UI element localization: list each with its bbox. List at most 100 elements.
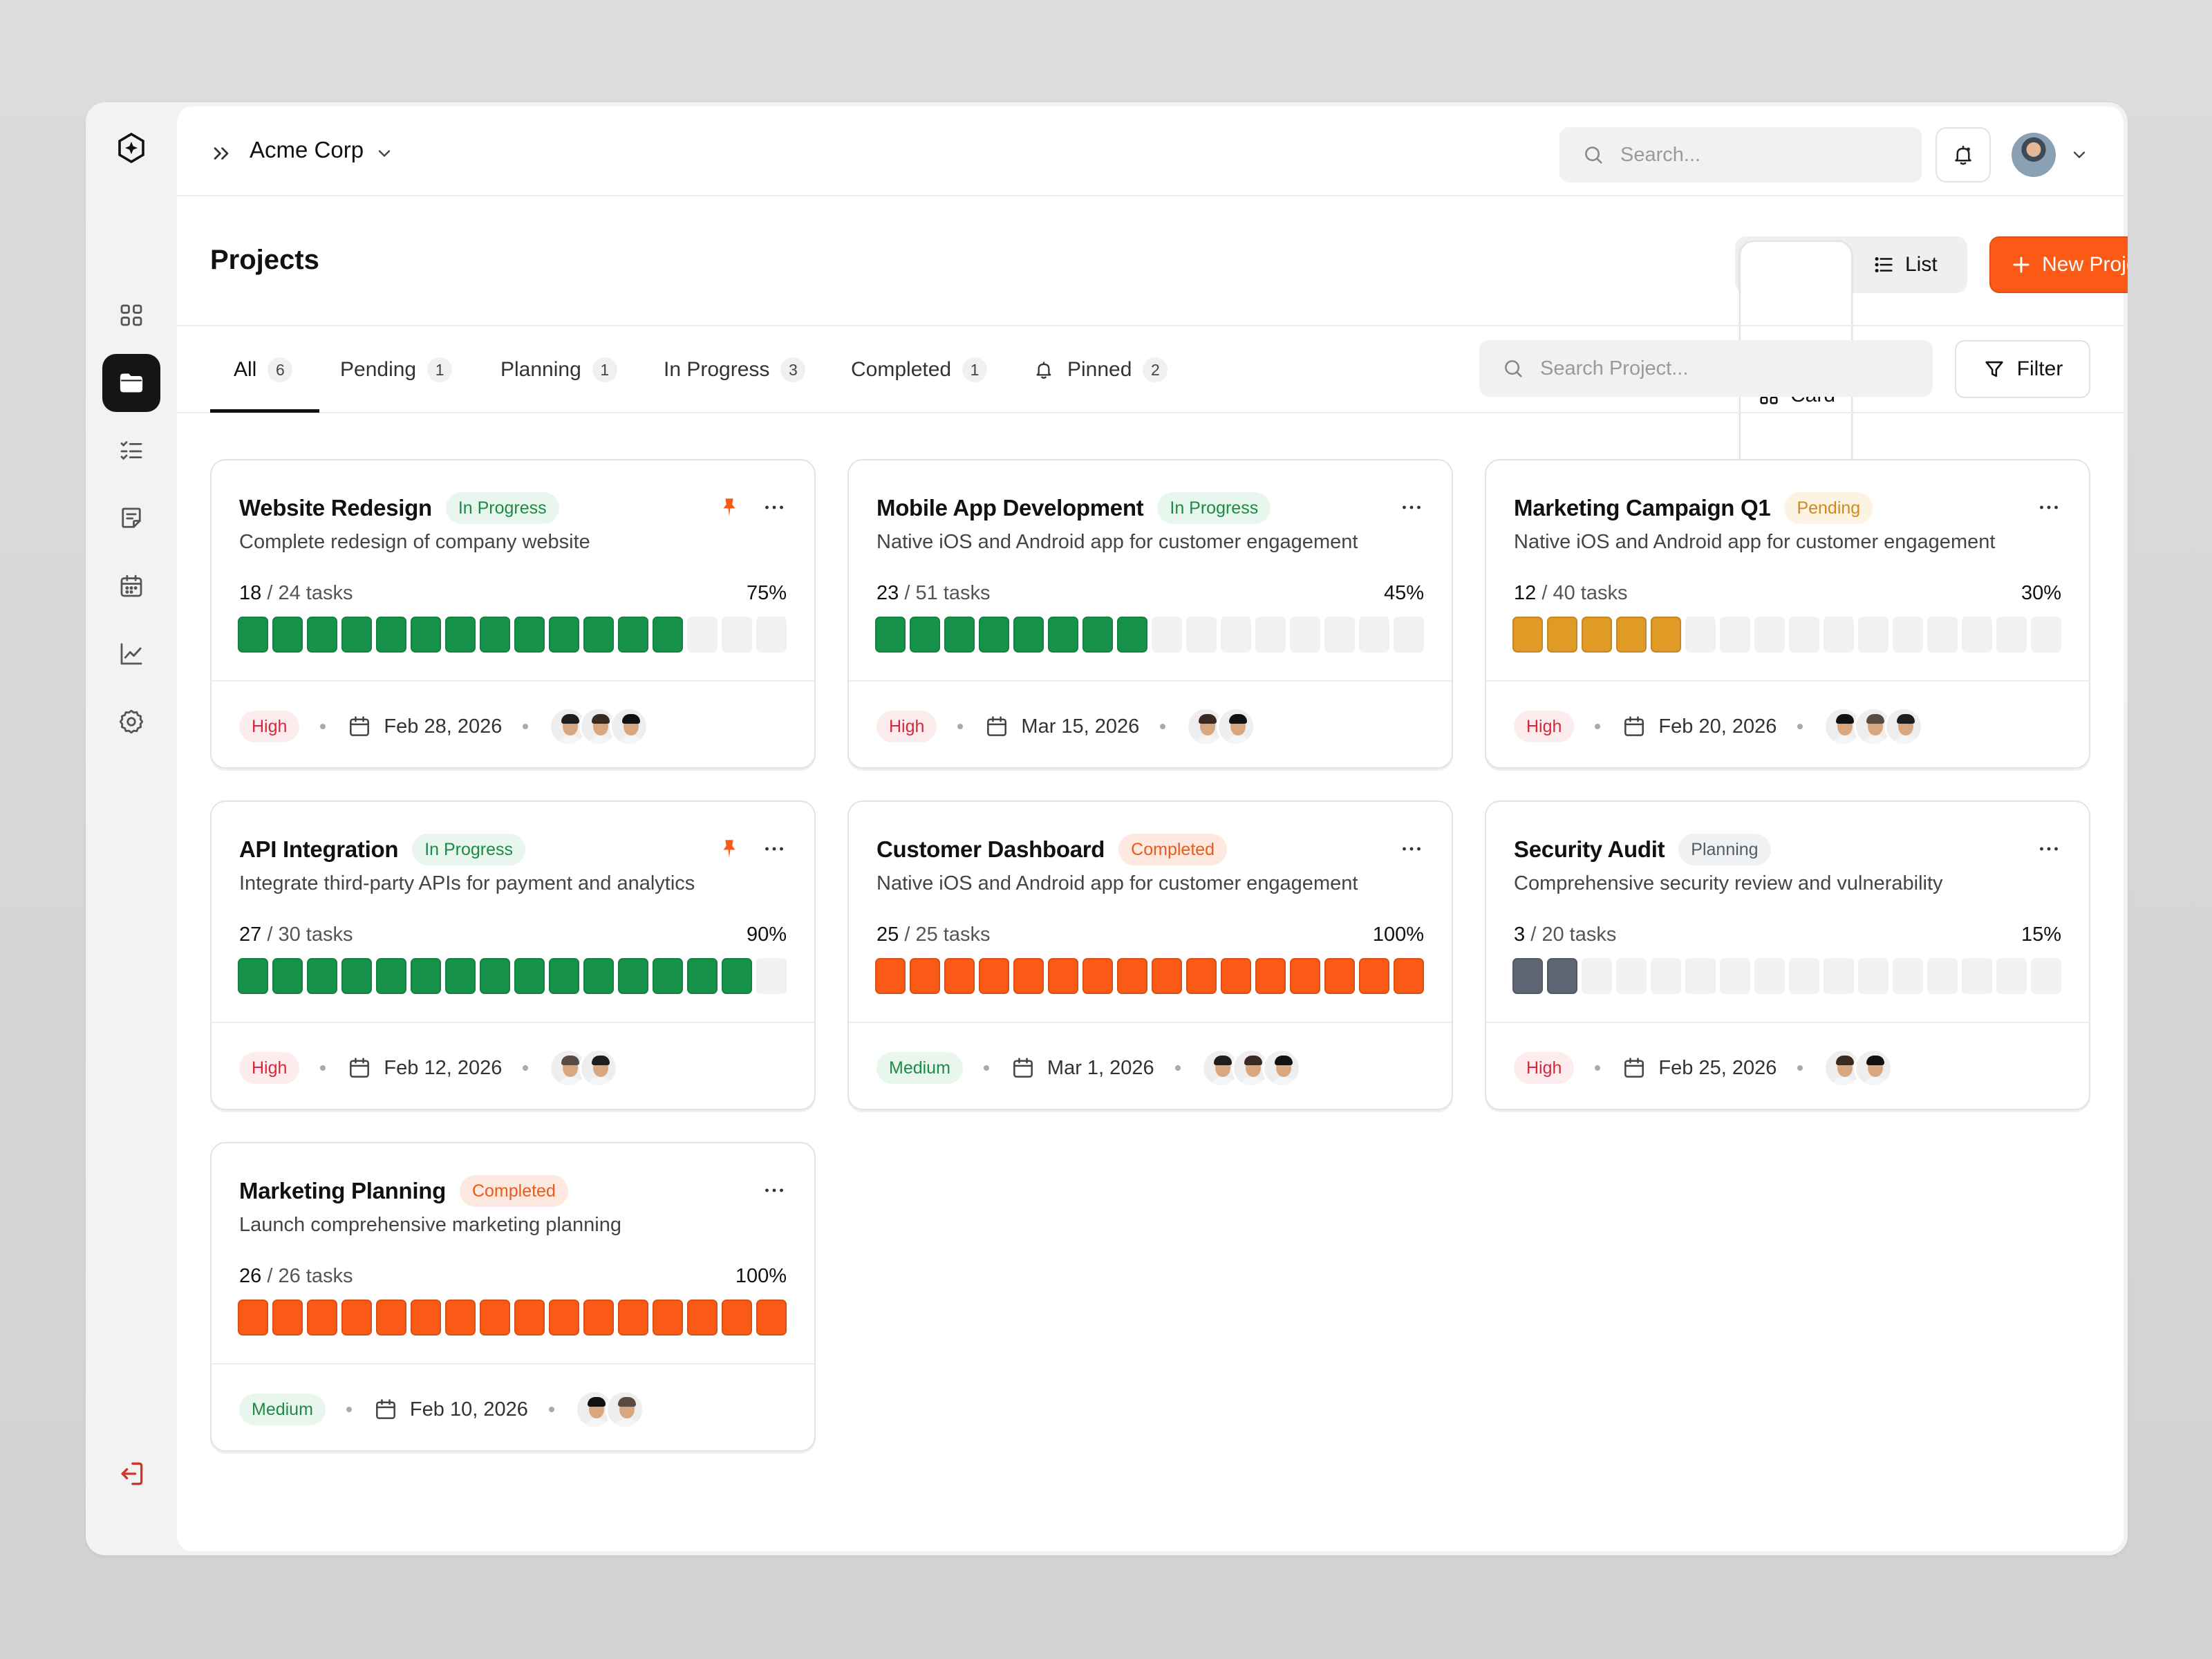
more-options-icon[interactable]	[762, 1178, 787, 1203]
progress-segment	[1651, 958, 1681, 994]
progress-segment	[1324, 617, 1355, 653]
progress-segment	[411, 958, 441, 994]
chevron-down-icon[interactable]	[375, 144, 394, 163]
notifications-button[interactable]	[1936, 127, 1991, 182]
progress-segment	[583, 958, 614, 994]
project-title[interactable]: Website Redesign	[239, 495, 432, 521]
more-options-icon[interactable]	[1399, 836, 1424, 861]
progress-segment	[875, 617, 906, 653]
progress-segment	[1651, 617, 1681, 653]
card-actions	[1399, 836, 1424, 861]
more-options-icon[interactable]	[1399, 495, 1424, 520]
page-title: Projects	[210, 245, 319, 275]
sidebar-item-calendar[interactable]	[102, 557, 160, 615]
global-search[interactable]	[1559, 127, 1922, 182]
calendar-icon	[350, 1058, 370, 1078]
chevron-down-icon[interactable]	[2070, 145, 2089, 165]
tab-label: Planning	[500, 358, 581, 381]
filter-button[interactable]: Filter	[1955, 340, 2090, 398]
view-list-button[interactable]: List	[1859, 241, 1963, 289]
progress-segment	[1616, 958, 1647, 994]
separator-dot	[1797, 1065, 1803, 1071]
progress-segment	[1685, 958, 1716, 994]
project-title[interactable]: Marketing Campaign Q1	[1514, 495, 1771, 521]
more-options-icon[interactable]	[762, 836, 787, 861]
bell-icon	[1036, 362, 1051, 379]
progress-bar	[238, 1300, 789, 1335]
project-search[interactable]	[1479, 340, 1933, 397]
project-title[interactable]: API Integration	[239, 836, 399, 862]
sidebar-item-settings[interactable]	[102, 693, 160, 751]
progress-segment	[1754, 617, 1785, 653]
project-card[interactable]: Website Redesign In Progress Complete re…	[210, 459, 816, 769]
project-card[interactable]: API Integration In Progress Integrate th…	[210, 800, 816, 1110]
tab-all[interactable]: All 6	[234, 326, 293, 413]
member-avatars	[1824, 1049, 1893, 1087]
progress-segment	[583, 617, 614, 653]
member-avatar[interactable]	[1262, 1049, 1301, 1087]
tab-pinned[interactable]: Pinned 2	[1033, 326, 1168, 413]
user-avatar[interactable]	[2012, 133, 2056, 177]
project-card[interactable]: Security Audit Planning Comprehensive se…	[1485, 800, 2090, 1110]
sidebar-item-projects[interactable]	[102, 354, 160, 412]
member-avatar[interactable]	[1884, 707, 1924, 746]
project-title[interactable]: Customer Dashboard	[877, 836, 1105, 862]
project-search-input[interactable]	[1540, 357, 1900, 380]
project-title[interactable]: Marketing Planning	[239, 1178, 446, 1203]
sidebar-item-dashboard[interactable]	[102, 286, 160, 344]
due-date: Mar 15, 2026	[984, 713, 1139, 740]
card-actions	[718, 495, 787, 520]
member-avatar[interactable]	[1217, 707, 1256, 746]
project-card[interactable]: Marketing Planning Completed Launch comp…	[210, 1142, 816, 1452]
sidebar-item-analytics[interactable]	[102, 625, 160, 683]
project-card[interactable]: Mobile App Development In Progress Nativ…	[847, 459, 1453, 769]
calendar-icon	[1624, 716, 1644, 736]
tab-in-progress[interactable]: In Progress 3	[664, 326, 806, 413]
progress-segment	[480, 958, 510, 994]
separator-dot	[320, 1065, 326, 1071]
project-card[interactable]: Customer Dashboard Completed Native iOS …	[847, 800, 1453, 1110]
progress-segment	[1359, 958, 1389, 994]
member-avatars	[1201, 1049, 1301, 1087]
project-title[interactable]: Mobile App Development	[877, 495, 1144, 521]
member-avatar[interactable]	[1854, 1049, 1893, 1087]
member-avatar[interactable]	[605, 1390, 644, 1429]
tab-planning[interactable]: Planning 1	[500, 326, 617, 413]
progress-segment	[1290, 617, 1320, 653]
logo-icon[interactable]	[113, 130, 149, 166]
member-avatar[interactable]	[610, 707, 649, 746]
org-switcher-label[interactable]: Acme Corp	[250, 137, 364, 162]
logout-icon[interactable]	[116, 1459, 147, 1489]
card-divider	[212, 1022, 814, 1023]
folder-icon	[120, 373, 143, 393]
progress-segment	[238, 958, 268, 994]
pin-icon[interactable]	[718, 837, 741, 861]
more-options-icon[interactable]	[2036, 495, 2061, 520]
sidebar-item-tasks[interactable]	[102, 422, 160, 480]
tab-label: Completed	[851, 358, 952, 381]
tasks-done: 27	[239, 924, 262, 946]
progress-segment	[238, 1300, 268, 1335]
tab-completed[interactable]: Completed 1	[851, 326, 988, 413]
project-title[interactable]: Security Audit	[1514, 836, 1665, 862]
card-footer: High Feb 12, 2026	[239, 1047, 619, 1089]
new-project-button[interactable]: New Project	[1989, 236, 2128, 293]
member-avatar[interactable]	[1231, 1049, 1271, 1087]
pin-icon[interactable]	[718, 496, 741, 519]
progress-segment	[1394, 617, 1424, 653]
expand-sidebar-icon[interactable]	[209, 141, 234, 166]
progress-segment	[687, 958, 718, 994]
search-input[interactable]	[1620, 143, 1897, 167]
tab-pending[interactable]: Pending 1	[340, 326, 453, 413]
tab-count: 1	[962, 357, 988, 382]
more-options-icon[interactable]	[762, 495, 787, 520]
project-card[interactable]: Marketing Campaign Q1 Pending Native iOS…	[1485, 459, 2090, 769]
due-date-label: Feb 20, 2026	[1658, 715, 1777, 738]
sidebar-item-notes[interactable]	[102, 489, 160, 547]
bell-icon	[1955, 145, 1971, 165]
progress-segment	[756, 1300, 787, 1335]
more-options-icon[interactable]	[2036, 836, 2061, 861]
tab-count: 3	[780, 357, 806, 382]
member-avatar[interactable]	[579, 1049, 619, 1087]
progress-segment	[979, 617, 1009, 653]
